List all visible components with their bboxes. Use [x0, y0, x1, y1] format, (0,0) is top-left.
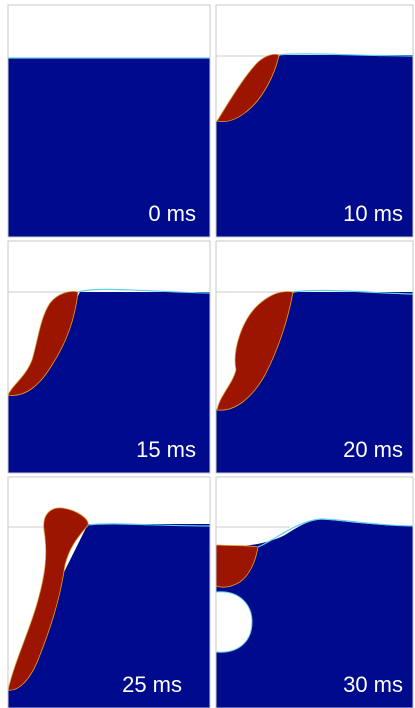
figure: 0 ms 10 ms 15 ms 20 ms 25 ms [0, 0, 415, 708]
time-label: 25 ms [122, 672, 182, 697]
time-label: 10 ms [343, 201, 403, 226]
panel: 20 ms [216, 241, 413, 473]
time-label: 30 ms [343, 672, 403, 697]
panel: 30 ms [216, 477, 413, 708]
time-label: 15 ms [136, 437, 196, 462]
time-label: 0 ms [148, 201, 196, 226]
panel: 10 ms [216, 5, 413, 237]
panel: 15 ms [8, 241, 210, 473]
panel: 25 ms [8, 477, 210, 708]
panel: 0 ms [8, 5, 210, 237]
time-label: 20 ms [343, 437, 403, 462]
